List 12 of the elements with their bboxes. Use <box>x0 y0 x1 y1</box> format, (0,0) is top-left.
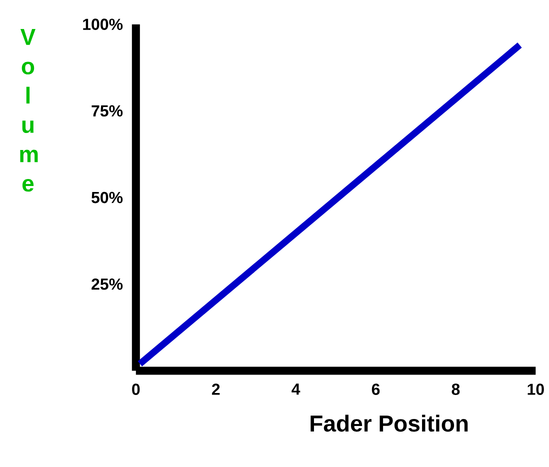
x-tick-label: 10 <box>528 384 544 396</box>
x-tick-label: 8 <box>452 384 460 396</box>
x-tick-label: 2 <box>212 384 220 395</box>
x-tick-label: 0 <box>132 384 140 396</box>
x-tick-label: 4 <box>292 384 300 395</box>
y-tick-label: 100% <box>83 18 123 30</box>
y-axis-title: Volume <box>20 29 38 192</box>
y-tick-label: 25% <box>92 278 123 290</box>
x-axis-title: Fader Position <box>310 414 468 432</box>
x-tick-label: 6 <box>372 384 380 396</box>
y-tick-label: 75% <box>92 105 123 117</box>
y-tick-label: 50% <box>92 192 123 204</box>
